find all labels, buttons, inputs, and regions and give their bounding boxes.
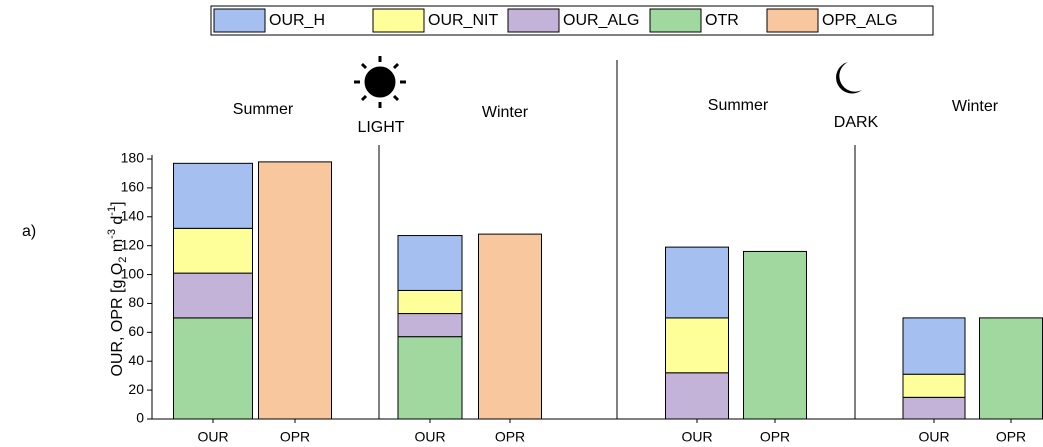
moon-icon (836, 62, 862, 94)
annotation: LIGHT (357, 119, 404, 136)
legend-swatch (766, 8, 819, 33)
x-tick-label: OPR (760, 429, 790, 445)
bar-segment (397, 289, 463, 315)
y-tick-label: 120 (121, 236, 145, 252)
bar-segment (173, 227, 253, 274)
legend-label: OUR_ALG (563, 12, 639, 29)
y-tick-label: 40 (128, 352, 144, 368)
bar-segment (902, 396, 966, 420)
y-tick-label: 180 (121, 150, 145, 166)
y-label-sup: -1 (106, 206, 118, 216)
bar-segment (478, 233, 542, 420)
legend-label: OUR_NIT (428, 12, 498, 29)
bar-segment (743, 250, 807, 420)
bar-segment (665, 317, 729, 374)
x-tick-label: OUR (918, 429, 949, 445)
bar-segment (173, 162, 253, 229)
group-label: Winter (952, 98, 999, 115)
bar-segment (665, 372, 729, 420)
bar-segment (902, 373, 966, 398)
y-tick-label: 160 (121, 179, 145, 195)
y-label-part: d (109, 216, 126, 229)
bar-segment (979, 317, 1043, 420)
y-tick-label: 80 (128, 294, 144, 310)
legend-swatch (213, 8, 266, 33)
y-tick-label: 140 (121, 207, 145, 223)
x-tick-label: OPR (495, 429, 525, 445)
legend-label: OTR (705, 12, 739, 29)
bar-segment (665, 246, 729, 319)
group-label: Winter (482, 104, 529, 121)
x-tick-label: OUR (414, 429, 445, 445)
legend-swatch (507, 8, 560, 33)
bar-segment (258, 161, 332, 420)
x-tick-label: OUR (197, 429, 228, 445)
y-tick-label: 60 (128, 323, 144, 339)
legend-swatch (372, 8, 425, 33)
bar-segment (397, 313, 463, 338)
group-label: Summer (233, 101, 294, 118)
legend-swatch (649, 8, 702, 33)
y-label-part: OUR, OPR [g O (109, 263, 126, 377)
legend-label: OPR_ALG (822, 12, 898, 29)
sun-icon (354, 56, 406, 108)
y-label-part: ] (109, 201, 126, 205)
group-label: Summer (708, 97, 769, 114)
annotation: DARK (834, 114, 879, 131)
bar-segment (173, 272, 253, 319)
y-tick-label: 20 (128, 381, 144, 397)
bar-segment (902, 317, 966, 375)
y-label-sup: -3 (106, 229, 118, 239)
bar-segment (397, 336, 463, 420)
x-tick-label: OPR (280, 429, 310, 445)
panel-label: a) (22, 223, 36, 240)
y-axis-label: OUR, OPR [g O2 m-3 d-1] (106, 201, 129, 376)
y-label-part: m (109, 239, 126, 257)
bar-segment (397, 235, 463, 291)
x-tick-label: OUR (681, 429, 712, 445)
y-tick-label: 0 (136, 410, 144, 426)
y-tick-label: 100 (121, 265, 145, 281)
bar-segment (173, 317, 253, 420)
legend-label: OUR_H (269, 12, 325, 29)
x-tick-label: OPR (996, 429, 1026, 445)
y-label-sub: 2 (117, 257, 129, 263)
